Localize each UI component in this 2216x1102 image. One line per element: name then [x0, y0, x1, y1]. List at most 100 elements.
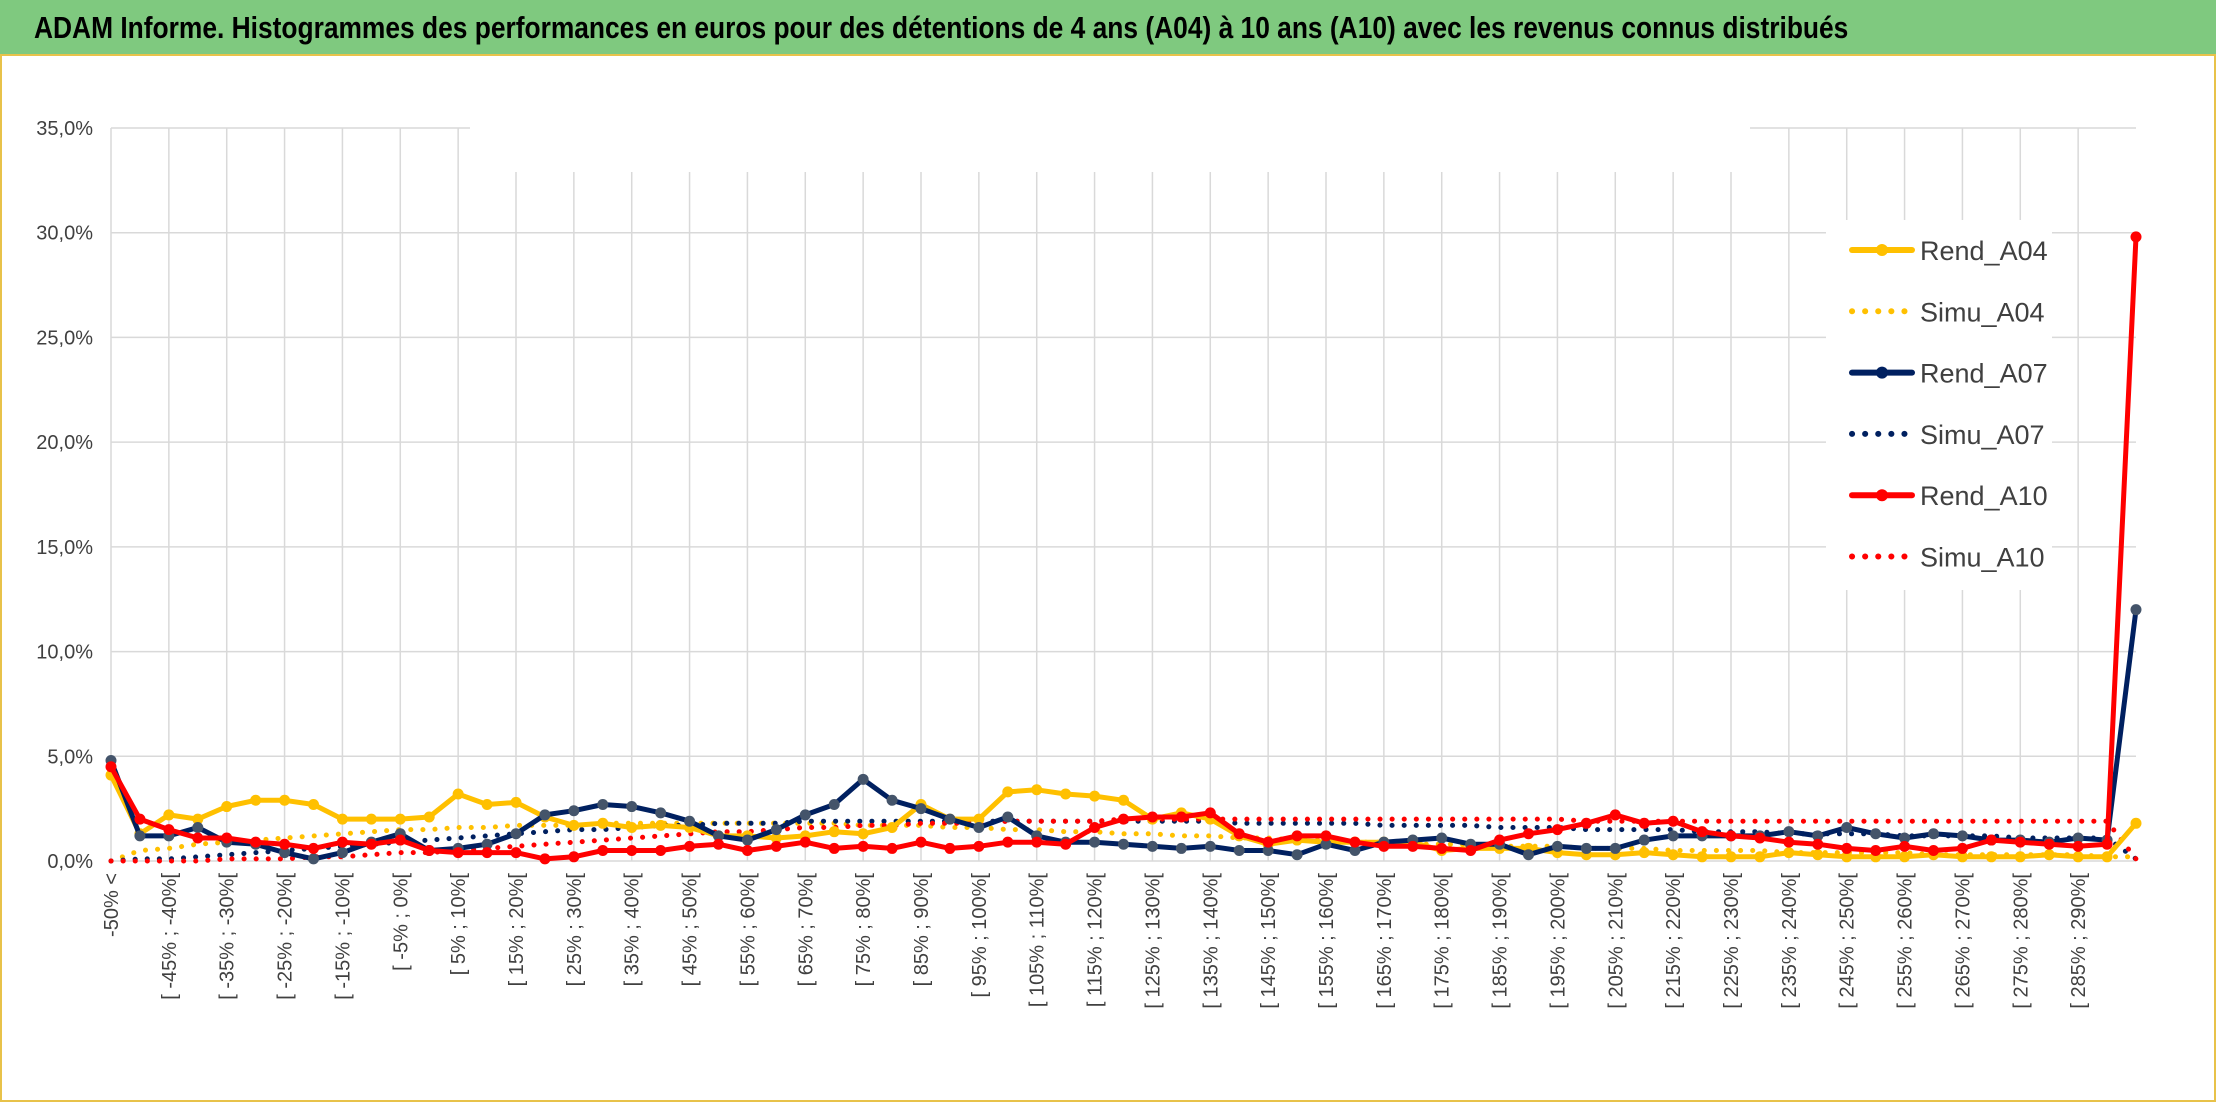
data-point-Rend_A10: [1754, 832, 1766, 844]
x-tick-label: [ 215% ; 220%[: [1663, 873, 1685, 1009]
x-tick-label: [ 45% ; 50%[: [680, 873, 702, 987]
report-title: ADAM Informe. Histogrammes des performan…: [34, 10, 1849, 45]
data-point-Rend_A07: [1841, 821, 1853, 833]
data-point-Rend_A10: [1812, 838, 1824, 850]
x-tick-label: [ 175% ; 180%[: [1432, 873, 1454, 1009]
data-point-Rend_A07: [1320, 838, 1332, 850]
data-point-Rend_A04: [2043, 849, 2055, 861]
y-tick-label: 10,0%: [36, 642, 93, 664]
data-point-Rend_A04: [1118, 794, 1129, 806]
data-point-Rend_A10: [1233, 828, 1245, 840]
data-point-Rend_A07: [684, 815, 696, 827]
data-point-Rend_A04: [770, 832, 782, 844]
data-point-Rend_A07: [1609, 842, 1621, 854]
data-point-Rend_A10: [886, 842, 898, 854]
data-point-Rend_A10: [1175, 811, 1187, 823]
data-point-Rend_A07: [1812, 830, 1824, 842]
x-tick-label: [ 75% ; 80%[: [853, 873, 875, 987]
data-point-Rend_A10: [1262, 836, 1274, 848]
data-point-Rend_A10: [1089, 821, 1101, 833]
legend-marker-Rend_A04: [1876, 244, 1888, 256]
data-point-Rend_A04: [510, 796, 522, 808]
chart-grid: [110, 80, 2136, 862]
data-point-Rend_A07: [539, 809, 551, 821]
data-point-Rend_A10: [192, 832, 204, 844]
x-tick-label: [ -15% ; -10%[: [332, 873, 354, 1000]
data-point-Rend_A04: [336, 813, 348, 825]
data-point-Rend_A10: [2072, 840, 2084, 852]
x-tick-label: [ -35% ; -30%[: [217, 873, 239, 1000]
data-point-Rend_A10: [1667, 815, 1679, 827]
data-point-Rend_A04: [1783, 847, 1795, 859]
data-point-Rend_A07: [944, 813, 956, 825]
data-point-Rend_A10: [1494, 834, 1506, 846]
data-point-Rend_A04: [2014, 851, 2026, 863]
data-point-Rend_A07: [886, 794, 898, 806]
data-point-Rend_A07: [1638, 834, 1650, 846]
data-point-Rend_A10: [741, 845, 753, 857]
data-point-Rend_A10: [1204, 807, 1216, 819]
y-tick-label: 15,0%: [36, 537, 93, 559]
x-tick-label: [ 265% ; 270%[: [1952, 873, 1974, 1009]
data-point-Rend_A04: [1060, 788, 1072, 800]
data-point-Rend_A10: [915, 836, 927, 848]
y-tick-label: 35,0%: [36, 118, 93, 140]
data-point-Rend_A04: [886, 821, 898, 833]
data-point-Rend_A07: [1551, 840, 1563, 852]
x-tick-label: [ 155% ; 160%[: [1316, 873, 1338, 1009]
data-point-Rend_A07: [626, 801, 638, 813]
y-tick-label: 25,0%: [36, 327, 93, 349]
data-point-Rend_A10: [510, 847, 522, 859]
data-point-Rend_A07: [1928, 828, 1939, 840]
data-point-Rend_A10: [1002, 836, 1014, 848]
x-tick-label: [ 255% ; 260%[: [1895, 873, 1917, 1009]
data-point-Rend_A07: [741, 834, 753, 846]
data-point-Rend_A10: [1841, 842, 1853, 854]
data-point-Rend_A07: [2130, 604, 2142, 616]
data-point-Rend_A10: [1436, 842, 1448, 854]
data-point-Rend_A10: [134, 813, 146, 825]
data-point-Rend_A10: [1696, 826, 1708, 838]
data-point-Rend_A07: [799, 809, 811, 821]
data-point-Rend_A04: [250, 794, 262, 806]
x-tick-label: [ 55% ; 60%[: [737, 873, 759, 987]
data-point-Rend_A10: [336, 836, 348, 848]
x-tick-label: [ 25% ; 30%[: [564, 873, 586, 987]
data-point-Rend_A04: [1812, 849, 1824, 861]
x-tick-label: [ 275% ; 280%[: [2010, 873, 2032, 1009]
x-tick-label: -50% <: [101, 873, 123, 937]
data-point-Rend_A04: [481, 798, 493, 810]
data-point-Rend_A04: [394, 813, 406, 825]
data-point-Rend_A07: [1956, 830, 1968, 842]
data-point-Rend_A10: [2130, 231, 2142, 243]
data-point-Rend_A04: [1667, 849, 1679, 861]
x-tick-label: [ 205% ; 210%[: [1605, 873, 1627, 1009]
x-axis: -50% < [ -45% ; -40%[[ -35% ; -30%[[ -25%…: [101, 873, 2090, 1009]
y-tick-label: 30,0%: [36, 223, 93, 245]
data-point-Rend_A10: [452, 847, 464, 859]
data-point-Rend_A07: [1523, 849, 1534, 861]
data-point-Rend_A04: [221, 801, 233, 813]
data-point-Rend_A04: [365, 813, 377, 825]
data-point-Rend_A10: [1349, 836, 1361, 848]
data-point-Rend_A10: [163, 824, 175, 836]
data-point-Rend_A10: [799, 836, 811, 848]
data-point-Rend_A10: [713, 838, 724, 850]
data-point-Rend_A07: [1204, 840, 1216, 852]
data-point-Rend_A10: [1060, 838, 1072, 850]
data-point-Rend_A04: [1696, 851, 1708, 863]
x-tick-label: [ 5% ; 10%[: [448, 873, 470, 976]
x-tick-label: [ 105% ; 110%[: [1027, 873, 1049, 1008]
data-point-Rend_A04: [626, 821, 638, 833]
data-point-Rend_A07: [1349, 845, 1361, 857]
legend-label-Simu_A04: Simu_A04: [1920, 297, 2045, 327]
data-point-Rend_A10: [1985, 834, 1997, 846]
data-point-Rend_A10: [568, 851, 580, 863]
data-point-Rend_A10: [1146, 811, 1158, 823]
data-point-Rend_A10: [1725, 830, 1737, 842]
data-point-Rend_A04: [2072, 851, 2084, 863]
data-point-Rend_A10: [828, 842, 840, 854]
x-tick-label: [ 135% ; 140%[: [1200, 873, 1222, 1009]
data-point-Rend_A04: [597, 817, 609, 829]
